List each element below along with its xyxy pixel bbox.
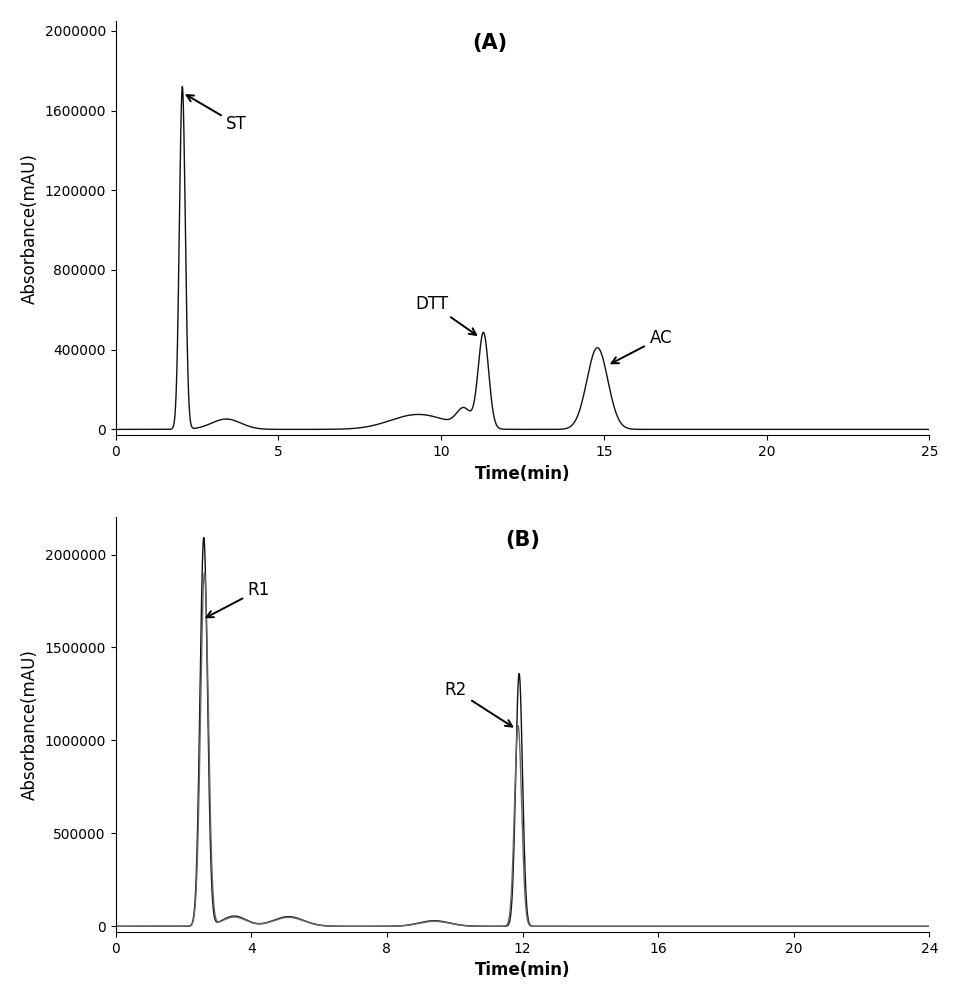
Text: AC: AC: [612, 329, 672, 363]
X-axis label: Time(min): Time(min): [475, 465, 571, 483]
X-axis label: Time(min): Time(min): [475, 961, 571, 979]
Text: DTT: DTT: [415, 295, 476, 335]
Y-axis label: Absorbance(mAU): Absorbance(mAU): [21, 153, 38, 304]
Text: ST: ST: [187, 95, 247, 133]
Y-axis label: Absorbance(mAU): Absorbance(mAU): [21, 649, 39, 800]
Text: R1: R1: [206, 581, 270, 617]
Text: (A): (A): [473, 33, 507, 53]
Text: (B): (B): [505, 530, 540, 550]
Text: R2: R2: [445, 681, 512, 727]
